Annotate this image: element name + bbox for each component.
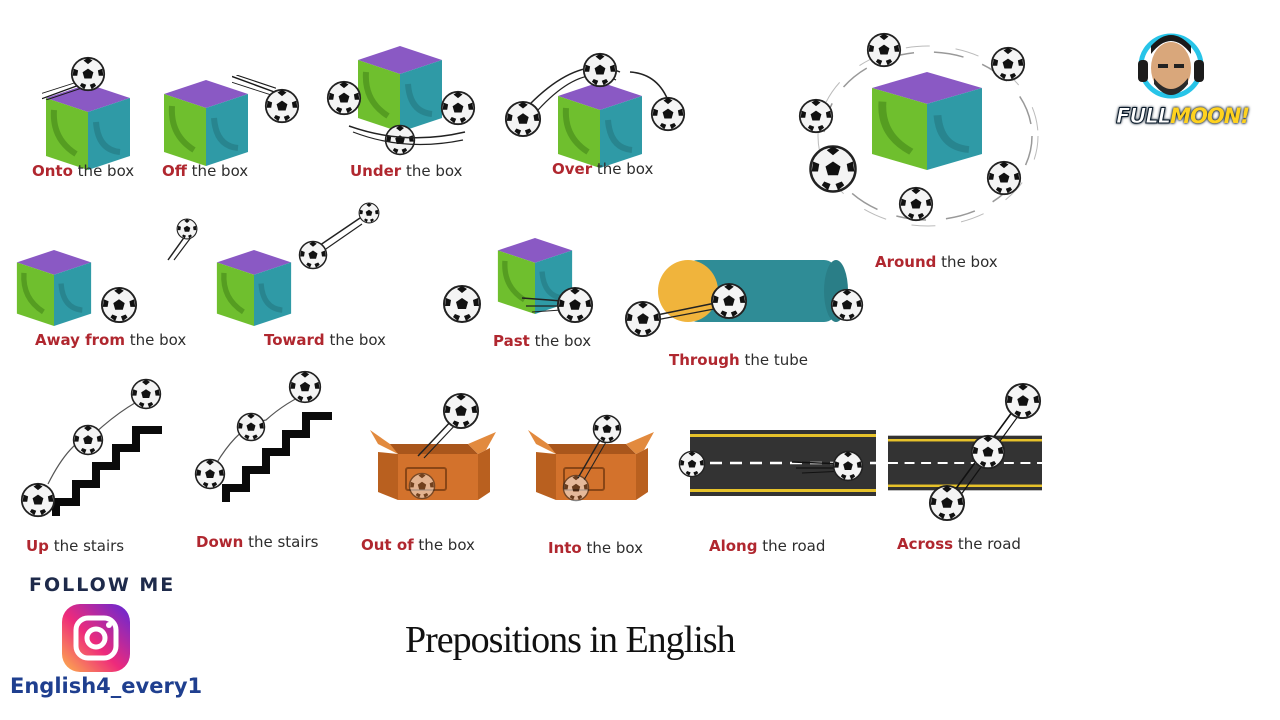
soccer-ball-icon (194, 458, 226, 490)
caption-past: Past the box (493, 332, 591, 350)
caption-over: Over the box (552, 160, 653, 178)
soccer-ball-icon (678, 450, 706, 478)
preposition: Over (552, 160, 593, 178)
caption-along: Along the road (709, 537, 825, 555)
soccer-ball-icon (809, 145, 857, 193)
preposition: Up (26, 537, 49, 555)
soccer-ball-icon (504, 100, 542, 138)
preposition: Out of (361, 536, 414, 554)
preposition: Off (162, 162, 187, 180)
soccer-ball-icon (288, 370, 322, 404)
cube-illustration (212, 250, 296, 326)
preposition: Around (875, 253, 937, 271)
soccer-ball-icon (20, 482, 56, 518)
soccer-ball-icon (100, 286, 138, 324)
preposition: Along (709, 537, 758, 555)
soccer-ball-icon (408, 472, 436, 500)
follow-heading: FOLLOW ME (29, 574, 176, 596)
caption-around: Around the box (875, 253, 998, 271)
motion-lines (348, 125, 466, 146)
avatar-icon (1138, 33, 1204, 99)
preposition: Onto (32, 162, 73, 180)
brand-word-2: MOON! (1170, 104, 1250, 128)
soccer-ball-icon (326, 80, 362, 116)
soccer-ball-icon (562, 474, 590, 502)
soccer-ball-icon (624, 300, 662, 338)
soccer-ball-icon (70, 56, 106, 92)
page-title: Prepositions in English (405, 619, 736, 661)
caption-under: Under the box (350, 162, 462, 180)
object: the box (186, 162, 249, 180)
soccer-ball-icon (176, 218, 198, 240)
caption-away-from: Away from the box (35, 331, 186, 349)
motion-lines (817, 45, 1039, 227)
caption-out-of: Out of the box (361, 536, 475, 554)
object: the box (581, 539, 644, 557)
soccer-ball-icon (582, 52, 618, 88)
object: the box (529, 332, 592, 350)
soccer-ball-icon (970, 434, 1006, 470)
soccer-ball-icon (592, 414, 622, 444)
caption-off: Off the box (162, 162, 248, 180)
soccer-ball-icon (986, 160, 1022, 196)
object: the road (953, 535, 1021, 553)
object: the box (592, 160, 654, 178)
object: the box (401, 162, 463, 180)
motion-lines (577, 439, 607, 481)
soccer-ball-icon (898, 186, 934, 222)
instagram-icon[interactable] (62, 604, 130, 672)
soccer-ball-icon (1004, 382, 1042, 420)
brand-wordmark: FULLMOON! (1115, 104, 1250, 129)
soccer-ball-icon (298, 240, 328, 270)
soccer-ball-icon (264, 88, 300, 124)
soccer-ball-icon (442, 392, 480, 430)
preposition: Through (669, 351, 740, 369)
soccer-ball-icon (72, 424, 104, 456)
preposition: Into (548, 539, 582, 557)
soccer-ball-icon (236, 412, 266, 442)
preposition: Under (350, 162, 402, 180)
object: the stairs (243, 533, 319, 551)
brand-word-1: FULL (1115, 104, 1171, 129)
caption-across: Across the road (897, 535, 1021, 553)
soccer-ball-icon (650, 96, 686, 132)
object: the road (757, 537, 826, 555)
soccer-ball-icon (832, 450, 864, 482)
soccer-ball-icon (928, 484, 966, 522)
object: the box (324, 331, 386, 349)
cube-illustration (12, 250, 96, 326)
preposition: Across (897, 535, 954, 553)
soccer-ball-icon (358, 202, 380, 224)
soccer-ball-icon (130, 378, 162, 410)
soccer-ball-icon (866, 32, 902, 68)
soccer-ball-icon (710, 282, 748, 320)
object: the box (936, 253, 998, 271)
caption-up: Up the stairs (26, 537, 124, 555)
object: the tube (739, 351, 809, 369)
preposition: Away from (35, 331, 125, 349)
caption-toward: Toward the box (264, 331, 386, 349)
caption-through: Through the tube (669, 351, 808, 369)
caption-down: Down the stairs (196, 533, 319, 551)
preposition: Toward (264, 331, 325, 349)
object: the box (72, 162, 135, 180)
soccer-ball-icon (990, 46, 1026, 82)
soccer-ball-icon (443, 285, 481, 323)
caption-onto: Onto the box (32, 162, 134, 180)
instagram-handle[interactable]: English4_every1 (10, 674, 203, 698)
soccer-ball-icon (556, 286, 594, 324)
object: the stairs (48, 537, 125, 555)
object: the box (413, 536, 475, 554)
soccer-ball-icon (830, 288, 864, 322)
soccer-ball-icon (798, 98, 834, 134)
preposition: Past (493, 332, 530, 350)
preposition: Down (196, 533, 244, 551)
object: the box (125, 331, 187, 349)
caption-into: Into the box (548, 539, 643, 557)
